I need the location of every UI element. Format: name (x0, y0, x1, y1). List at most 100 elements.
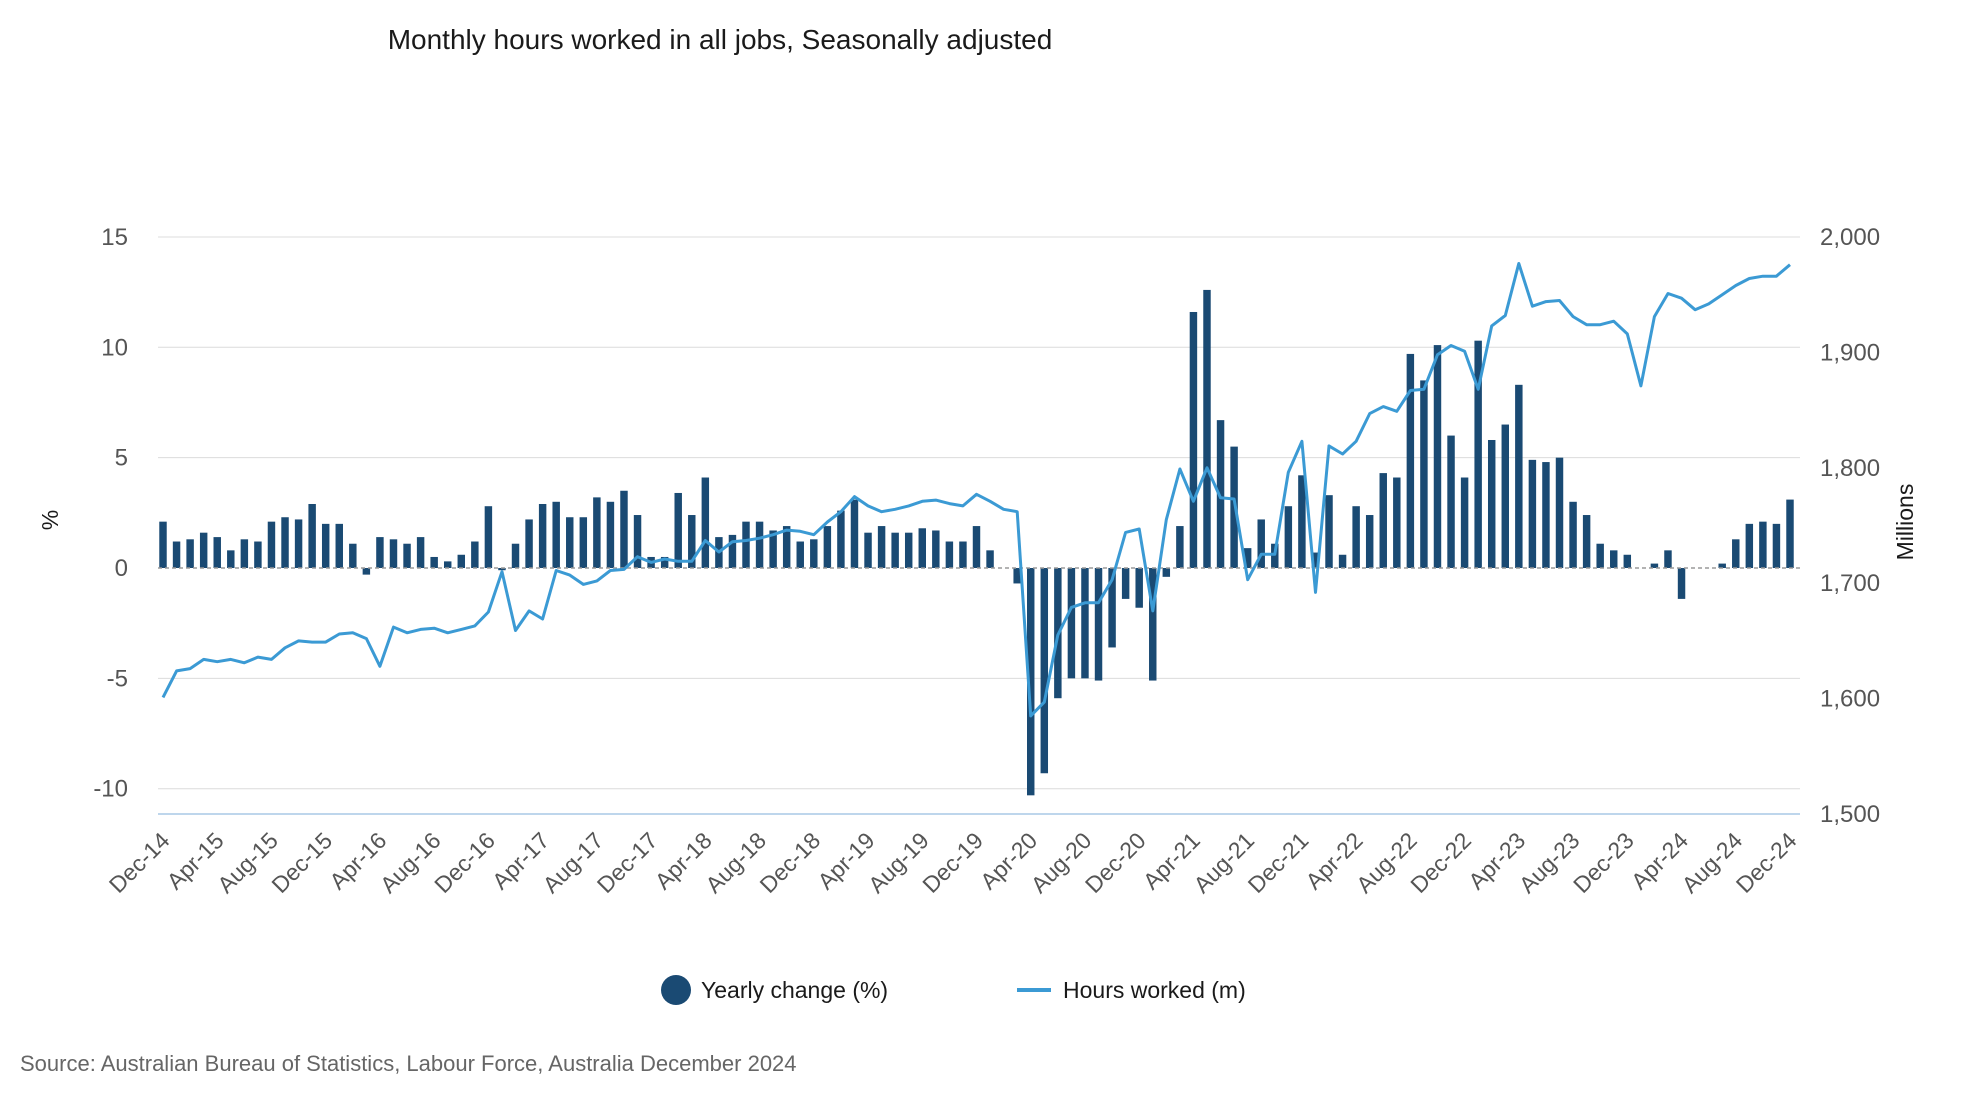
bar (457, 554, 466, 568)
x-tick-label: Dec-24 (1731, 827, 1802, 898)
x-tick-label: Dec-19 (917, 827, 988, 898)
x-axis: Dec-14Apr-15Aug-15Dec-15Apr-16Aug-16Dec-… (104, 827, 1802, 898)
bar (1067, 568, 1076, 679)
bar (728, 534, 737, 568)
right-tick-label: 1,500 (1820, 801, 1880, 828)
bar (1216, 420, 1225, 568)
bar (579, 517, 588, 568)
bar (1135, 568, 1143, 608)
bar (1433, 345, 1442, 568)
bar (1542, 462, 1550, 568)
bar (1610, 550, 1618, 568)
left-axis-label: % (37, 510, 63, 530)
bar (891, 532, 899, 568)
x-tick-label: Aug-18 (700, 827, 771, 898)
left-tick-label: 10 (101, 334, 128, 361)
bar (1081, 568, 1089, 679)
bar (1325, 495, 1333, 568)
left-tick-label: 15 (101, 224, 128, 251)
bar (606, 501, 615, 568)
bar (321, 523, 330, 568)
legend-bar-label: Yearly change (%) (701, 977, 888, 1003)
bar (1352, 506, 1360, 568)
bar (484, 506, 493, 568)
bar (1515, 384, 1523, 568)
bar (1257, 519, 1265, 568)
bar (972, 526, 981, 568)
bar (443, 561, 452, 568)
bar (552, 501, 560, 568)
bar (1040, 568, 1049, 774)
bar (1650, 563, 1659, 568)
right-axis-label: Millions (1892, 484, 1918, 561)
right-tick-label: 2,000 (1820, 224, 1880, 251)
x-tick-label: Aug-19 (863, 827, 934, 898)
bar (254, 541, 262, 568)
bar (945, 541, 954, 568)
x-tick-label: Dec-23 (1568, 827, 1639, 898)
bar (376, 537, 384, 568)
bar (1108, 568, 1116, 648)
left-axis: 15 10 5 0 -5 -10 (93, 224, 128, 803)
bar (1786, 499, 1794, 568)
bar-series (159, 289, 1794, 796)
bar (1555, 457, 1564, 568)
x-tick-label: Dec-17 (592, 827, 663, 898)
x-tick-label: Dec-16 (429, 827, 500, 898)
bar (1447, 435, 1455, 568)
x-tick-label: Aug-15 (212, 827, 283, 898)
bar (227, 550, 235, 568)
right-tick-label: 1,900 (1820, 339, 1880, 366)
bar (701, 477, 710, 568)
bar (1664, 550, 1672, 568)
bar (1338, 554, 1347, 568)
bar (986, 550, 994, 568)
bar (769, 530, 777, 568)
bar (837, 510, 845, 568)
bar (362, 568, 371, 575)
bar (918, 528, 926, 568)
bar (389, 539, 398, 568)
bar (525, 519, 533, 568)
bar (810, 539, 818, 568)
bar (335, 523, 343, 568)
x-tick-label: Dec-20 (1080, 827, 1151, 898)
x-tick-label: Aug-20 (1026, 827, 1097, 898)
bar (1582, 515, 1591, 568)
bar (281, 517, 289, 568)
source-note: Source: Australian Bureau of Statistics,… (20, 1051, 797, 1076)
hours-worked-line (161, 262, 1791, 718)
bar (349, 543, 357, 568)
x-tick-label: Aug-16 (375, 827, 446, 898)
x-tick-label: Dec-18 (755, 827, 826, 898)
bar (1298, 475, 1306, 568)
bar (213, 537, 221, 568)
bar (1379, 473, 1387, 568)
bar (1745, 523, 1754, 568)
bar (1013, 568, 1021, 584)
bar (1772, 523, 1781, 568)
legend: Yearly change (%) Hours worked (m) (661, 975, 1246, 1005)
bar (755, 521, 764, 568)
left-tick-label: 5 (115, 445, 128, 472)
right-tick-label: 1,700 (1820, 570, 1880, 597)
bar (742, 521, 750, 568)
bar (1203, 289, 1211, 568)
bar (186, 539, 194, 568)
bar (1718, 563, 1726, 568)
bar (1189, 311, 1198, 568)
bar (498, 568, 506, 571)
x-tick-label: Dec-15 (266, 827, 337, 898)
bar (1176, 526, 1184, 568)
bar (850, 499, 859, 568)
bar (864, 532, 872, 568)
right-tick-label: 1,800 (1820, 455, 1880, 482)
bar (1271, 543, 1279, 568)
gridlines (158, 236, 1800, 815)
bar (1243, 548, 1252, 568)
bar (633, 515, 642, 568)
bar (1474, 340, 1482, 568)
bar (1487, 439, 1496, 568)
bar (172, 541, 181, 568)
